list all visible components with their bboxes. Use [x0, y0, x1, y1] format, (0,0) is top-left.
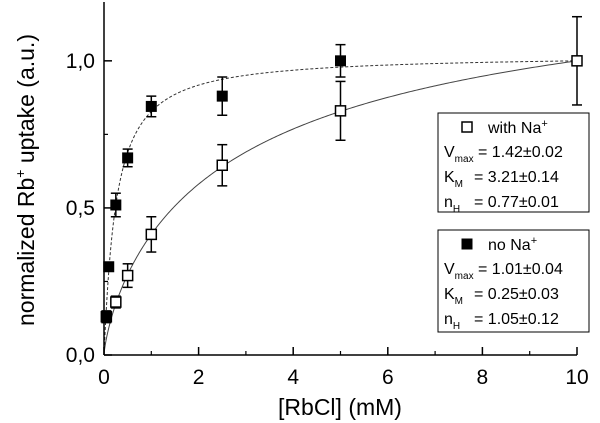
data-point-with_na: [216, 159, 228, 172]
x-axis-label: [RbCl] (mM): [278, 394, 402, 420]
legend-marker: [461, 238, 473, 250]
y-tick-label: 1,0: [66, 50, 95, 73]
data-markers: [100, 55, 583, 323]
legend-param: nH = 1.05±0.12: [444, 311, 559, 332]
legend-param: KM = 3.21±0.14: [444, 169, 559, 190]
x-tick-label: 4: [287, 366, 299, 389]
legend-no_na: no Na+ Vmax = 1.01±0.04 KM = 0.25±0.03 nH = 1.…: [437, 229, 590, 333]
y-tick-label: 0,5: [66, 197, 95, 220]
y-ticks: 0,0 0,5 1,0: [66, 50, 112, 367]
data-point-no_na: [122, 152, 134, 164]
legend-title: no Na+: [488, 235, 537, 254]
y-axis-label: normalized Rb+ uptake (a.u.): [12, 34, 39, 326]
data-point-no_na: [145, 100, 157, 112]
data-point-with_na: [145, 228, 158, 241]
data-point-with_na: [334, 105, 347, 117]
legend-marker: [461, 121, 473, 133]
legend-param: Vmax = 1.42±0.02: [444, 144, 563, 165]
legend-param: nH = 0.77±0.01: [444, 194, 559, 215]
data-point-no_na: [335, 55, 346, 67]
x-tick-label: 2: [193, 366, 205, 389]
legend-with_na: with Na+ Vmax = 1.42±0.02 KM = 3.21±0.14 nH = …: [437, 112, 590, 215]
x-tick-label: 8: [477, 366, 489, 389]
data-point-no_na: [103, 261, 115, 273]
x-ticks: 0 2 4 6 8 10: [98, 347, 589, 389]
legends: with Na+ Vmax = 1.42±0.02 KM = 3.21±0.14 nH = …: [437, 112, 590, 333]
x-tick-label: 0: [98, 366, 110, 389]
data-point-with_na: [571, 55, 583, 67]
data-point-no_na: [100, 311, 112, 323]
y-tick-label: 0,0: [66, 344, 95, 367]
data-point-no_na: [216, 90, 228, 102]
data-point-no_na: [110, 199, 122, 211]
x-tick-label: 10: [565, 366, 588, 389]
legend-title: with Na+: [487, 118, 548, 137]
data-point-with_na: [110, 296, 122, 308]
legend-param: KM = 0.25±0.03: [444, 286, 559, 307]
legend-param: Vmax = 1.01±0.04: [444, 261, 563, 282]
x-tick-label: 6: [382, 366, 394, 389]
data-point-with_na: [121, 269, 134, 282]
